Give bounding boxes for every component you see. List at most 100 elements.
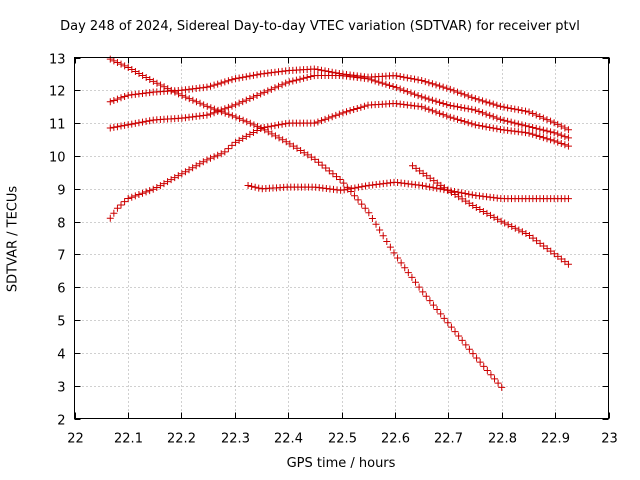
- data-point: [511, 119, 519, 127]
- data-point: [314, 66, 322, 74]
- data-point: [479, 122, 487, 130]
- data-point: [307, 153, 315, 161]
- data-point: [267, 85, 275, 93]
- data-point: [264, 87, 272, 95]
- x-tick-label: 22.2: [167, 432, 196, 447]
- data-point: [397, 259, 405, 267]
- data-point: [149, 77, 157, 85]
- data-point: [557, 255, 565, 263]
- data-point: [403, 88, 411, 96]
- data-point: [110, 96, 118, 104]
- data-point: [422, 292, 430, 300]
- data-point: [217, 106, 225, 114]
- data-point: [425, 79, 433, 87]
- data-point: [253, 71, 261, 79]
- data-point: [199, 158, 207, 166]
- data-point: [462, 197, 470, 205]
- y-tick-label: 5: [57, 315, 65, 330]
- data-point: [396, 73, 404, 81]
- data-point: [539, 126, 547, 134]
- data-point: [264, 123, 272, 131]
- data-point: [249, 93, 257, 101]
- data-point: [507, 104, 515, 112]
- data-point: [189, 96, 197, 104]
- data-point: [303, 73, 311, 81]
- data-point: [275, 121, 283, 129]
- data-point: [486, 211, 494, 219]
- data-point: [314, 118, 322, 126]
- data-point: [554, 130, 562, 138]
- data-point: [255, 184, 263, 192]
- data-point: [421, 78, 429, 86]
- data-point: [529, 130, 537, 138]
- data-point: [232, 138, 240, 146]
- data-point: [250, 121, 258, 129]
- data-point: [469, 350, 477, 358]
- series-sat-f: [409, 162, 572, 268]
- data-point: [185, 95, 193, 103]
- x-tick-label: 22: [67, 432, 84, 447]
- data-point: [511, 224, 519, 232]
- data-point: [561, 141, 569, 149]
- data-point: [196, 160, 204, 168]
- data-point: [482, 98, 490, 106]
- x-tick-label: 22.9: [541, 432, 570, 447]
- series-sat-c: [106, 72, 572, 142]
- data-point: [469, 201, 477, 209]
- y-tick-label: 13: [49, 53, 66, 68]
- data-point: [475, 96, 483, 104]
- data-point: [440, 184, 448, 192]
- data-point: [508, 223, 516, 231]
- data-point: [504, 104, 512, 112]
- series-sat-d: [106, 65, 572, 134]
- data-point: [242, 132, 250, 140]
- data-point: [246, 130, 254, 138]
- data-point: [228, 76, 236, 84]
- data-point: [525, 129, 533, 137]
- data-point: [385, 81, 393, 89]
- data-point: [257, 124, 265, 132]
- data-point: [311, 155, 319, 163]
- data-point: [138, 189, 146, 197]
- y-tick-label: 10: [49, 151, 66, 166]
- series-sat-b: [106, 100, 572, 222]
- data-point: [386, 243, 394, 251]
- x-tick-label: 22.7: [434, 432, 463, 447]
- data-point: [339, 109, 347, 117]
- data-point: [554, 252, 562, 260]
- data-point: [529, 109, 537, 117]
- data-point: [257, 90, 265, 98]
- data-point: [557, 131, 565, 139]
- data-point: [475, 122, 483, 130]
- data-point: [507, 118, 515, 126]
- data-point: [486, 99, 494, 107]
- data-point: [428, 107, 436, 115]
- data-point: [426, 183, 434, 191]
- data-point: [547, 128, 555, 136]
- data-point: [529, 234, 537, 242]
- data-point: [178, 170, 186, 178]
- data-point: [131, 119, 139, 127]
- data-point: [468, 191, 476, 199]
- data-point: [486, 123, 494, 131]
- x-axis-label: GPS time / hours: [286, 456, 396, 471]
- data-point: [447, 187, 455, 195]
- data-point: [185, 166, 193, 174]
- data-point: [493, 114, 501, 122]
- data-point: [128, 193, 136, 201]
- data-point: [354, 196, 362, 204]
- data-point: [521, 122, 529, 130]
- data-point: [124, 64, 132, 72]
- data-point: [358, 183, 366, 191]
- data-point: [422, 182, 430, 190]
- data-point: [504, 221, 512, 229]
- data-point: [110, 209, 118, 217]
- data-point: [536, 113, 544, 121]
- data-point: [446, 113, 454, 121]
- data-point: [383, 237, 391, 245]
- data-point: [464, 119, 472, 127]
- data-point: [525, 108, 533, 116]
- data-point: [564, 260, 572, 268]
- data-point: [260, 88, 268, 96]
- chart-title: Day 248 of 2024, Sidereal Day-to-day VTE…: [60, 19, 580, 34]
